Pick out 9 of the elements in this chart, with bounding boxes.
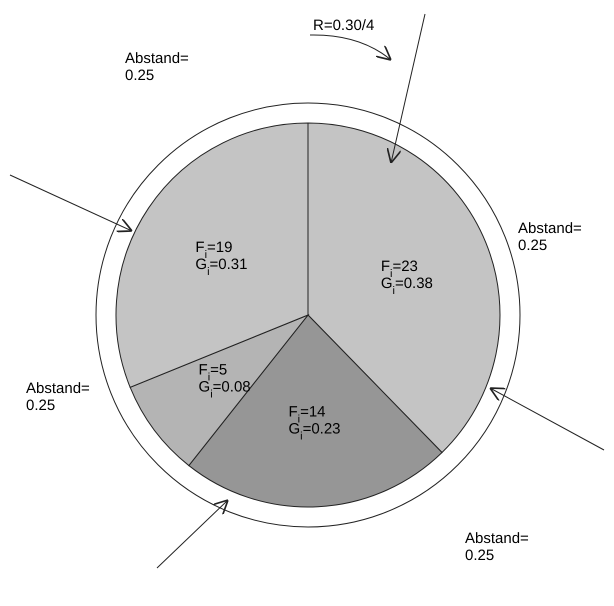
data-label: F$_{i}$=5 G$_{i}$=0.08 [198,361,251,400]
text: Abstand= 0.25 [518,220,582,254]
text: Abstand= 0.25 [465,530,530,564]
text: Abstand= 0.25 [26,380,90,414]
data-label: F$_{i}$=19 G$_{i}$=0.31 [195,239,248,278]
text: Abstand= 0.25 [125,50,190,84]
text: R=0.30/4 [313,17,374,34]
data-label: F$_{i}$=23 G$_{i}$=0.38 [380,258,433,298]
data-label: F$_{i}$=14 G$_{i}$=0.23 [288,403,341,442]
